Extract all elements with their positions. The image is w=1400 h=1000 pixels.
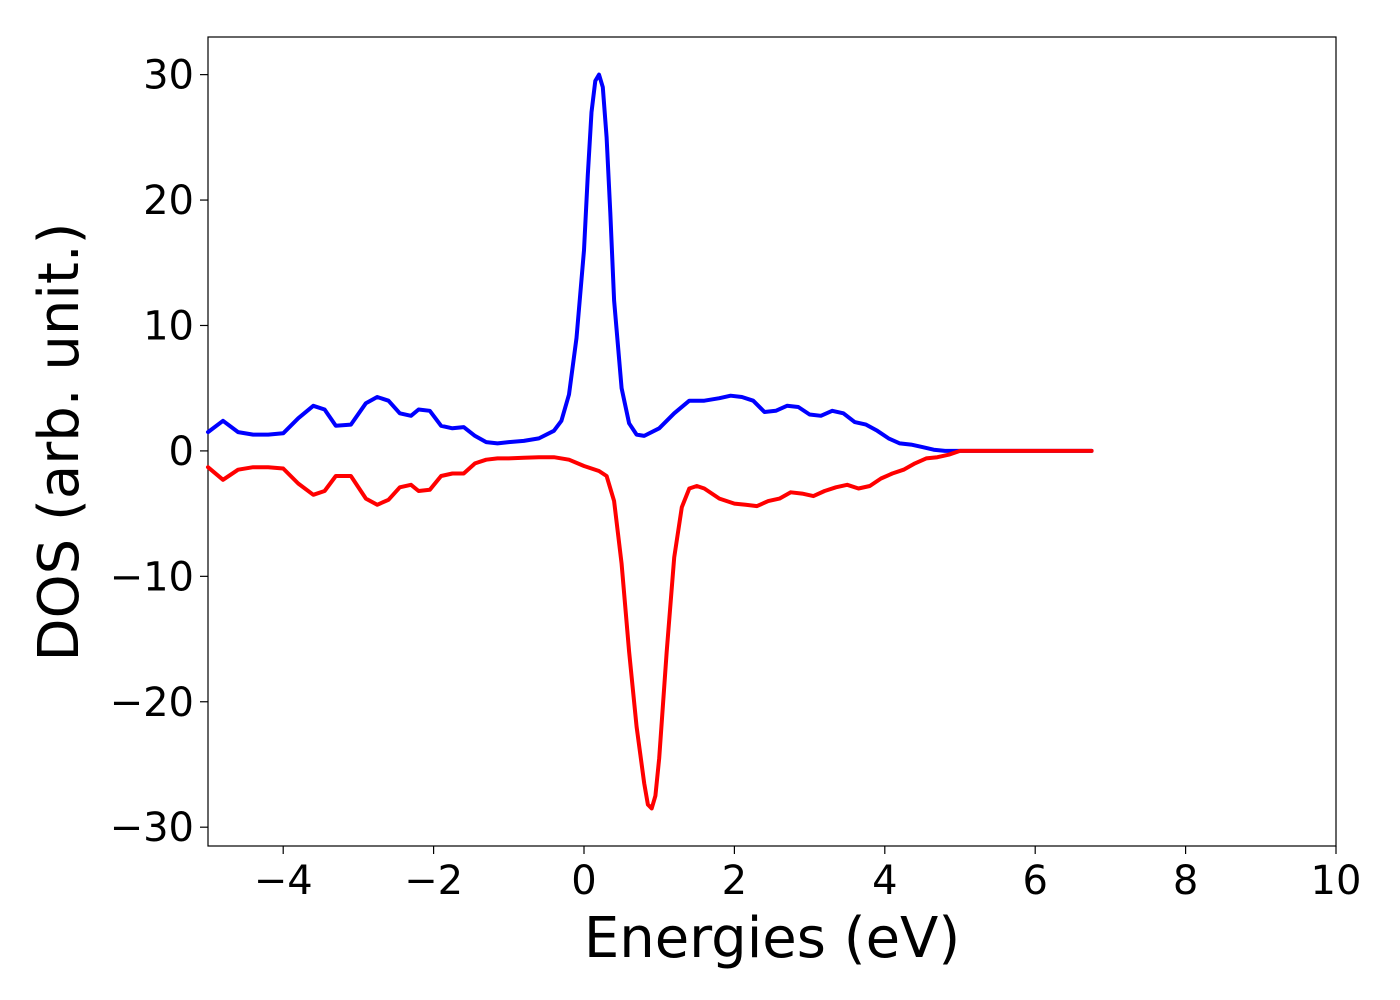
y-tick-label: 30 (143, 53, 194, 99)
x-tick-label: 6 (1022, 858, 1047, 904)
y-tick-label: 20 (143, 178, 194, 224)
x-tick-label: 10 (1311, 858, 1362, 904)
y-tick-label: −20 (110, 680, 194, 726)
series-line-2 (206, 448, 1094, 811)
plot-frame (207, 36, 1337, 847)
x-tick-label: 8 (1173, 858, 1198, 904)
x-axis-ticks: −4 −2 0 2 4 6 8 10 (254, 846, 1362, 904)
x-tick-label: 4 (872, 858, 897, 904)
series-line-1 (206, 72, 1094, 453)
y-tick-label: −10 (110, 554, 194, 600)
plot-area (206, 36, 1337, 847)
x-tick-label: −2 (404, 858, 463, 904)
y-tick-label: 10 (143, 303, 194, 349)
y-tick-label: 0 (169, 429, 194, 475)
y-axis-ticks: −30 −20 −10 0 10 20 30 (110, 53, 208, 851)
x-axis-label: Energies (eV) (584, 906, 960, 971)
x-tick-label: 0 (571, 858, 596, 904)
series-layer (206, 72, 1094, 811)
y-axis-label: DOS (arb. unit.) (27, 222, 92, 661)
x-tick-label: −4 (254, 858, 313, 904)
x-tick-label: 2 (722, 858, 747, 904)
y-tick-label: −30 (110, 805, 194, 851)
